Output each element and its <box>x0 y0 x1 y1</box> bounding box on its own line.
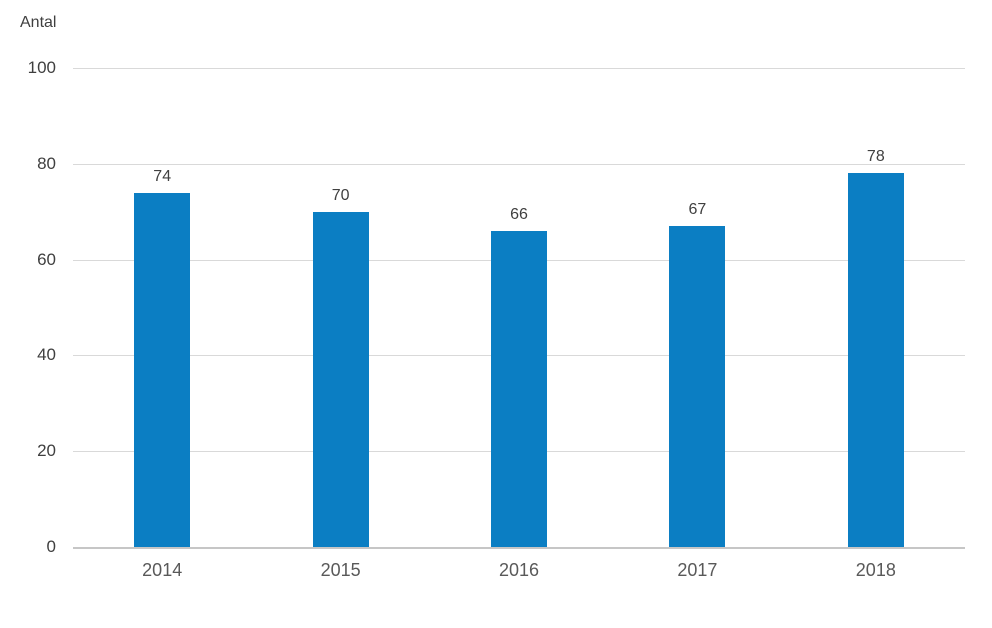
plot-area: 74 70 66 67 78 <box>73 68 965 549</box>
x-tick-label-2018: 2018 <box>855 560 896 580</box>
bar-slot-2017: 67 <box>608 68 786 547</box>
x-tick-label-2015: 2015 <box>320 560 361 580</box>
gridline-100 <box>73 68 965 69</box>
y-tick-label-0: 0 <box>46 537 56 556</box>
bar-value-label-2016: 66 <box>510 205 528 223</box>
bar-value-label-2018: 78 <box>866 148 885 166</box>
y-tick-label-40: 40 <box>37 345 56 365</box>
bar-series: 74 70 66 67 78 <box>73 68 965 547</box>
bar-value-label-2015: 70 <box>331 186 350 204</box>
bar-2018 <box>847 173 904 547</box>
x-tick-label-2014: 2014 <box>142 560 183 580</box>
gridline-80 <box>73 163 965 165</box>
y-tick-label-60: 60 <box>37 249 56 269</box>
bar-2014 <box>134 192 191 547</box>
bar-slot-2014: 74 <box>73 68 251 547</box>
y-axis-tick-labels: 0 20 40 60 80 100 <box>0 59 56 556</box>
bar-value-label-2014: 74 <box>153 167 172 185</box>
bar-slot-2018: 78 <box>787 68 965 547</box>
x-tick-label-2016: 2016 <box>498 560 540 580</box>
y-tick-label-80: 80 <box>37 153 56 173</box>
y-tick-label-100: 100 <box>27 58 56 77</box>
bar-2017 <box>669 226 726 547</box>
bar-slot-2016: 66 <box>430 68 608 547</box>
bar-value-label-2017: 67 <box>688 201 707 219</box>
bar-2016 <box>491 230 548 547</box>
y-tick-label-20: 20 <box>37 441 56 461</box>
bar-2015 <box>312 211 369 547</box>
y-axis-title: Antal <box>20 14 57 31</box>
x-axis-labels: 2014 2015 2016 2017 2018 <box>73 560 965 581</box>
bar-slot-2015: 70 <box>251 68 429 547</box>
x-tick-label-2017: 2017 <box>677 560 718 580</box>
